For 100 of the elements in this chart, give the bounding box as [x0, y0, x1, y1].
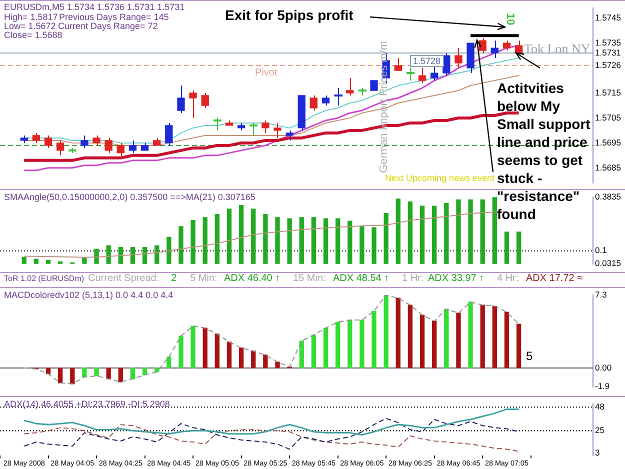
text: Current Spread: — [88, 273, 160, 284]
candlestick — [225, 120, 234, 126]
bar — [46, 368, 51, 374]
candlestick — [466, 42, 474, 74]
text: 5 — [526, 349, 533, 363]
candlestick — [370, 80, 378, 91]
annotation: Tok Lon NY — [524, 41, 590, 57]
bar — [492, 306, 497, 368]
candlestick — [502, 40, 511, 52]
text: 15 Min: — [293, 273, 326, 284]
bar — [142, 368, 148, 376]
bar — [82, 368, 87, 378]
bar — [275, 362, 280, 368]
text: 4 Hr: — [497, 273, 519, 284]
bar — [480, 304, 485, 368]
bar — [432, 320, 437, 368]
bar — [251, 350, 256, 368]
bar — [335, 322, 340, 368]
annotation: Close= 1.5688 — [4, 30, 62, 40]
y-tick-label: 1.5705 — [595, 112, 622, 122]
y-tick-label: 1.5735 — [595, 37, 622, 48]
annotation: Exit for 5pips profit — [225, 7, 354, 23]
bar — [360, 320, 364, 368]
y-tick-label: 3 — [595, 448, 600, 458]
chart-title: SMAAngle(50,0.15000000,2,0) 0.357500 ==>MA(21) 0.307165 — [4, 192, 256, 202]
candlestick — [80, 134, 88, 148]
line-series — [24, 424, 520, 452]
y-tick-label: 7.3 — [595, 289, 608, 300]
bar — [202, 328, 208, 368]
candlestick — [237, 122, 246, 131]
text: ToR 1.02 (EURUSDm) — [4, 274, 84, 283]
candlestick — [322, 95, 330, 106]
bar — [58, 368, 63, 384]
candlestick — [490, 40, 498, 59]
bar — [154, 368, 160, 372]
bar — [166, 356, 172, 368]
bar — [94, 368, 99, 376]
bar — [372, 310, 376, 368]
text: ADX 46.40 ↑ — [224, 273, 280, 284]
bar — [348, 320, 352, 368]
candlestick — [286, 130, 294, 141]
y-tick-label: 48 — [595, 402, 605, 412]
candlestick — [92, 134, 100, 146]
text: ADX 33.97 ↑ — [428, 273, 484, 284]
y-tick-label: 25 — [595, 425, 605, 436]
bar — [408, 304, 413, 368]
y-tick-label: 0.1 — [595, 245, 608, 256]
text: 5 Min: — [190, 273, 218, 284]
annotation: 10 — [504, 13, 516, 26]
annotation: Low= 1.5672 — [4, 21, 56, 31]
candlestick — [274, 122, 282, 138]
bar — [130, 368, 136, 380]
y-tick-label: 1.5695 — [595, 137, 622, 148]
annotation: High= 1.5817 — [4, 12, 58, 22]
annotation: 1.5728 — [410, 55, 444, 67]
candlestick — [262, 120, 270, 134]
candlestick — [153, 137, 161, 146]
bar — [190, 326, 196, 368]
bar — [516, 324, 522, 368]
candlestick — [394, 58, 402, 72]
bar — [178, 336, 184, 368]
y-tick-label: -1.9 — [595, 381, 610, 392]
bar — [214, 334, 220, 368]
y-tick-label: 1.5726 — [595, 60, 622, 70]
bar — [396, 298, 400, 368]
candlestick — [430, 65, 438, 82]
bar — [311, 334, 316, 368]
bar — [456, 312, 461, 368]
bar — [504, 312, 510, 368]
candlestick — [418, 68, 426, 84]
text: 2 — [171, 273, 177, 284]
candlestick — [140, 142, 149, 151]
y-tick-label: 1.5685 — [595, 162, 622, 172]
chart-title: MACDcoloredv102 (5,13,1) 0.0 4.4 0.0 4.4 — [4, 290, 174, 300]
y-tick-label: 1.5731 — [595, 47, 622, 58]
y-tick-label: 1.5715 — [595, 87, 622, 98]
bar — [238, 348, 244, 368]
annotation: Current Days Range= 72 — [58, 21, 158, 31]
candlestick — [20, 134, 28, 144]
bar — [70, 368, 75, 384]
ref-line-label: Pivot — [254, 67, 278, 78]
y-tick-label: 0.00 — [595, 362, 612, 372]
y-tick-label: 1.5745 — [595, 12, 622, 22]
line-series — [24, 418, 520, 450]
bar — [323, 328, 328, 368]
candlestick — [32, 132, 40, 144]
y-tick-label: 0.0315 — [595, 258, 622, 268]
candlestick — [177, 85, 185, 114]
bar — [444, 308, 449, 368]
candlestick — [346, 78, 354, 96]
bar — [468, 302, 473, 368]
bar — [226, 342, 232, 368]
bar — [106, 368, 111, 380]
text: 1 Hr: — [402, 273, 424, 284]
annotation: German Import Prices m/m — [378, 40, 390, 173]
annotation: EURUSDm,M5 1.5734 1.5736 1.5731 1.5731 — [4, 2, 185, 12]
candlestick — [189, 90, 197, 118]
bar — [263, 354, 268, 368]
bar — [118, 368, 123, 382]
annotation: Next Upcoming news event — [385, 173, 495, 183]
